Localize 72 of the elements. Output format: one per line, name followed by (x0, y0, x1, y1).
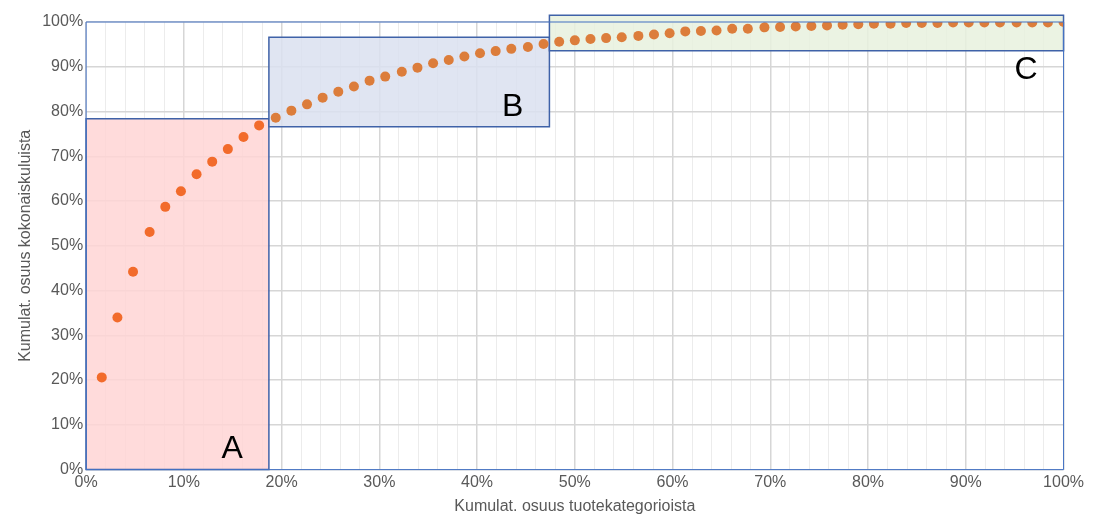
point (191, 169, 202, 180)
y-tick-label: 10% (51, 415, 84, 433)
point (649, 29, 659, 40)
y-tick-label: 70% (51, 146, 84, 164)
x-axis-title: Kumulat. osuus tuotekategorioista (454, 496, 696, 514)
band-label: B (502, 86, 524, 123)
y-tick-label: 60% (51, 191, 84, 209)
point (727, 23, 738, 34)
point (348, 81, 359, 92)
point (443, 55, 454, 66)
point (475, 48, 486, 59)
point (128, 266, 139, 277)
point (569, 35, 580, 46)
point (254, 120, 265, 131)
point (554, 36, 565, 47)
point (207, 156, 218, 167)
point (144, 226, 155, 237)
point (112, 312, 123, 323)
y-tick-label: 20% (51, 370, 84, 388)
x-tick-label: 20% (265, 472, 298, 490)
band-label: C (1014, 50, 1038, 87)
point (364, 75, 375, 86)
y-tick-label: 40% (51, 280, 84, 298)
point (412, 62, 423, 73)
point (317, 92, 328, 103)
point (711, 25, 722, 36)
point (680, 26, 691, 37)
point (664, 28, 675, 39)
point (633, 30, 644, 41)
point (175, 186, 186, 197)
point (601, 33, 612, 44)
y-tick-label: 100% (42, 12, 84, 30)
point (742, 23, 753, 34)
point (238, 132, 249, 143)
x-tick-label: 30% (363, 472, 396, 490)
x-tick-label: 90% (949, 472, 982, 490)
point (695, 25, 706, 36)
point (333, 86, 344, 97)
x-tick-label: 100% (1043, 472, 1084, 490)
point (490, 46, 501, 57)
band-label: A (221, 429, 244, 466)
x-tick-label: 50% (558, 472, 591, 490)
y-axis-title: Kumulat. osuus kokonaiskuluista (16, 129, 34, 362)
x-tick-label: 60% (656, 472, 689, 490)
y-tick-label: 50% (51, 236, 84, 254)
point (396, 66, 407, 77)
point (302, 99, 313, 110)
y-tick-label: 30% (51, 325, 84, 343)
point (822, 22, 832, 31)
y-tick-label: 80% (51, 101, 84, 119)
point (160, 201, 171, 212)
point (775, 22, 786, 32)
point (616, 32, 627, 43)
x-tick-label: 40% (461, 472, 494, 490)
point (806, 22, 817, 32)
x-tick-label: 10% (167, 472, 200, 490)
point (380, 71, 391, 82)
point (222, 144, 233, 155)
point (522, 42, 533, 53)
point (585, 34, 596, 45)
x-tick-label: 70% (754, 472, 787, 490)
point (428, 58, 439, 69)
point (270, 112, 281, 123)
point (286, 105, 297, 116)
point (759, 22, 770, 33)
point (96, 372, 107, 383)
y-tick-label: 90% (51, 57, 84, 75)
point (790, 22, 801, 32)
point (506, 43, 517, 54)
x-tick-label: 80% (852, 472, 885, 490)
point (538, 38, 549, 49)
point (459, 51, 470, 62)
